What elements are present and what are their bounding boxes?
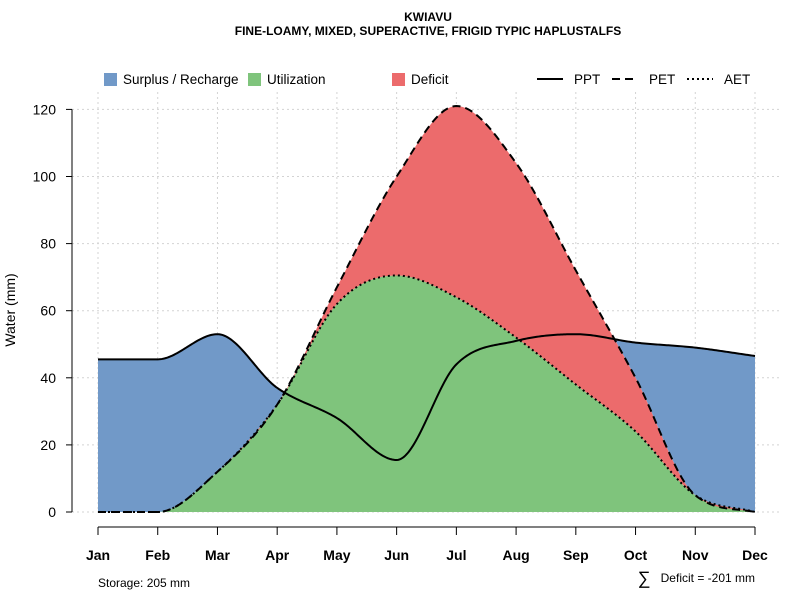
chart-subtitle: FINE-LOAMY, MIXED, SUPERACTIVE, FRIGID T… bbox=[235, 24, 621, 38]
aet-line bbox=[98, 274, 756, 513]
legend-label-surplus: Surplus / Recharge bbox=[123, 72, 239, 87]
legend-label-aet: AET bbox=[724, 72, 750, 87]
y-tick-label: 120 bbox=[33, 101, 57, 117]
y-tick-label: 0 bbox=[48, 504, 56, 520]
legend-swatch-deficit bbox=[392, 73, 405, 86]
y-tick-label: 100 bbox=[33, 169, 57, 185]
x-tick-label: May bbox=[323, 547, 350, 563]
legend-label-ppt: PPT bbox=[574, 72, 600, 87]
pet-line bbox=[98, 105, 756, 513]
x-tick-label: Feb bbox=[145, 547, 170, 563]
x-tick-label: Jan bbox=[86, 547, 110, 563]
utilization-area bbox=[98, 275, 755, 512]
legend: Surplus / Recharge Utilization Deficit P… bbox=[104, 72, 750, 87]
series-lines bbox=[98, 105, 756, 513]
deficit-sum-icon: ∑ bbox=[638, 568, 651, 588]
x-axis: Jan Feb Mar Apr May Jun Jul Aug Sep Oct Nov Dec bbox=[86, 526, 768, 563]
y-tick-label: 80 bbox=[40, 236, 56, 252]
legend-label-pet: PET bbox=[649, 72, 675, 87]
y-tick-label: 40 bbox=[40, 370, 56, 386]
x-tick-label: Nov bbox=[682, 547, 709, 563]
ppt-line bbox=[98, 333, 756, 462]
x-tick-label: Mar bbox=[205, 547, 230, 563]
water-balance-areas bbox=[98, 106, 755, 513]
x-tick-label: Oct bbox=[624, 547, 648, 563]
legend-swatch-surplus bbox=[104, 73, 117, 86]
x-tick-label: Apr bbox=[265, 547, 290, 563]
x-tick-label: Jul bbox=[446, 547, 466, 563]
y-tick-label: 60 bbox=[40, 303, 56, 319]
x-tick-label: Aug bbox=[502, 547, 529, 563]
legend-label-utilization: Utilization bbox=[267, 72, 326, 87]
surplus-recharge-area bbox=[98, 106, 755, 513]
legend-swatch-utilization bbox=[248, 73, 261, 86]
x-tick-label: Sep bbox=[563, 547, 589, 563]
y-axis-title: Water (mm) bbox=[2, 273, 18, 346]
legend-label-deficit: Deficit bbox=[411, 72, 449, 87]
deficit-annotation: Deficit = -201 mm bbox=[661, 571, 755, 585]
deficit-area bbox=[98, 106, 755, 513]
chart-title: KWIAVU bbox=[404, 10, 452, 24]
x-tick-label: Jun bbox=[384, 547, 409, 563]
y-axis: 0 20 40 60 80 100 120 bbox=[33, 101, 73, 520]
storage-annotation: Storage: 205 mm bbox=[98, 576, 190, 590]
y-tick-label: 20 bbox=[40, 437, 56, 453]
x-tick-label: Dec bbox=[742, 547, 768, 563]
